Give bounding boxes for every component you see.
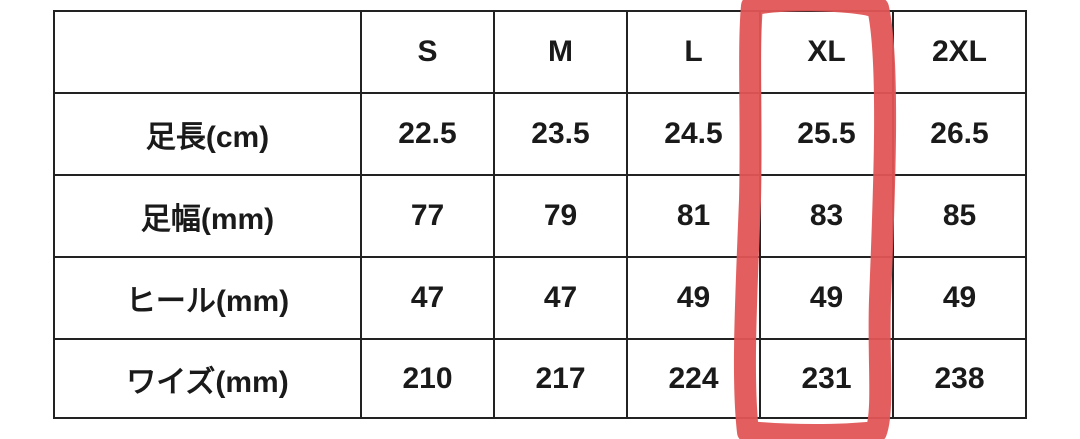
cell: 81 xyxy=(626,174,761,258)
cell: 23.5 xyxy=(493,92,628,176)
cell: 26.5 xyxy=(892,92,1027,176)
cell: 224 xyxy=(626,338,761,419)
cell: 210 xyxy=(360,338,495,419)
cell: 85 xyxy=(892,174,1027,258)
table-row: ワイズ(mm) 210 217 224 231 238 xyxy=(53,338,1027,419)
header-l: L xyxy=(626,10,761,94)
size-chart-table: S M L XL 2XL 足長(cm) 22.5 23.5 24.5 25.5 … xyxy=(53,10,1027,419)
row-label: ワイズ(mm) xyxy=(53,338,362,419)
cell: 25.5 xyxy=(759,92,894,176)
cell: 22.5 xyxy=(360,92,495,176)
cell: 49 xyxy=(892,256,1027,340)
cell: 77 xyxy=(360,174,495,258)
table-row: 足幅(mm) 77 79 81 83 85 xyxy=(53,174,1027,258)
cell: 79 xyxy=(493,174,628,258)
header-row: S M L XL 2XL xyxy=(53,10,1027,94)
cell: 49 xyxy=(626,256,761,340)
cell: 238 xyxy=(892,338,1027,419)
row-label: 足幅(mm) xyxy=(53,174,362,258)
cell: 83 xyxy=(759,174,894,258)
table-row: 足長(cm) 22.5 23.5 24.5 25.5 26.5 xyxy=(53,92,1027,176)
cell: 217 xyxy=(493,338,628,419)
cell: 24.5 xyxy=(626,92,761,176)
row-label: ヒール(mm) xyxy=(53,256,362,340)
cell: 231 xyxy=(759,338,894,419)
table-row: ヒール(mm) 47 47 49 49 49 xyxy=(53,256,1027,340)
header-m: M xyxy=(493,10,628,94)
cell: 47 xyxy=(360,256,495,340)
cell: 49 xyxy=(759,256,894,340)
row-label: 足長(cm) xyxy=(53,92,362,176)
header-s: S xyxy=(360,10,495,94)
header-2xl: 2XL xyxy=(892,10,1027,94)
cell: 47 xyxy=(493,256,628,340)
header-empty xyxy=(53,10,362,94)
header-xl: XL xyxy=(759,10,894,94)
